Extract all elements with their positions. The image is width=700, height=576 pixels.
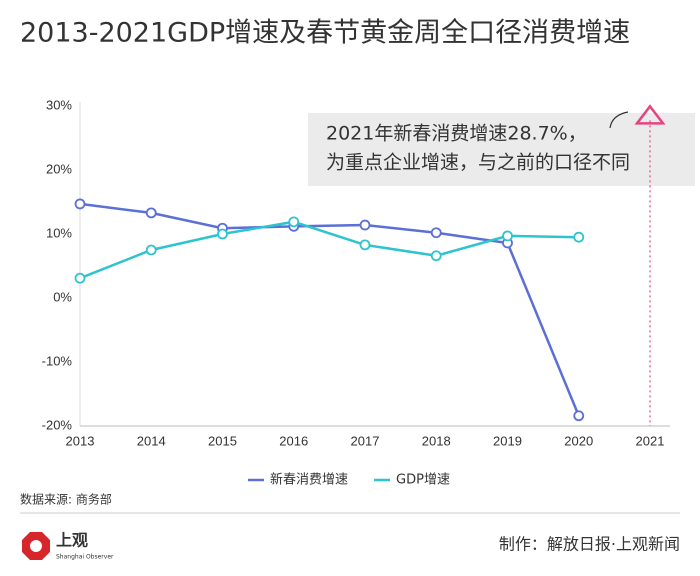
y-tick-label: -20% [42,417,73,432]
point [74,272,86,284]
x-tick-label: 2016 [279,433,308,448]
annotation-marker [634,104,666,125]
x-tick-label: 2020 [564,433,593,448]
point [359,219,371,231]
series-line [79,202,580,417]
chart-title: 2013-2021GDP增速及春节黄金周全口径消费增速 [20,18,630,49]
x-tick-label: 2017 [351,433,380,448]
annotation-line: 2021年新春消费增速28.7%， [326,123,587,145]
point [573,231,585,243]
point [430,250,442,262]
point [430,227,442,239]
annotation-box [308,113,695,186]
x-tick-label: 2019 [493,433,522,448]
logo [22,532,50,560]
y-tick-label: 0% [53,289,72,304]
point [288,216,300,228]
legend-label: 新春消费增速 [270,472,348,488]
point [359,239,371,251]
x-tick-label: 2014 [137,433,166,448]
y-tick-label: -10% [42,353,73,368]
y-tick-label: 30% [46,97,72,112]
legend-label: GDP增速 [396,473,450,488]
logo-subtext: Shanghai Observer [56,554,114,561]
x-tick-label: 2013 [66,433,95,448]
point [573,410,585,422]
annotation-line: 为重点企业增速，与之前的口径不同 [326,152,630,174]
point [502,230,513,242]
source: 数据来源: 商务部 [20,492,112,507]
x-tick-label: 2021 [636,433,665,448]
x-tick-label: 2018 [422,433,451,448]
credit: 制作：解放日报·上观新闻 [499,535,680,554]
y-tick-label: 20% [46,161,72,176]
series-line [79,220,579,280]
point [145,244,157,256]
x-tick-label: 2015 [208,433,237,448]
point [217,228,228,240]
logo-text: 上观 [56,531,88,550]
point [145,207,157,219]
annotation-connector [609,111,629,129]
y-tick-label: 10% [46,225,72,240]
point [74,198,86,210]
